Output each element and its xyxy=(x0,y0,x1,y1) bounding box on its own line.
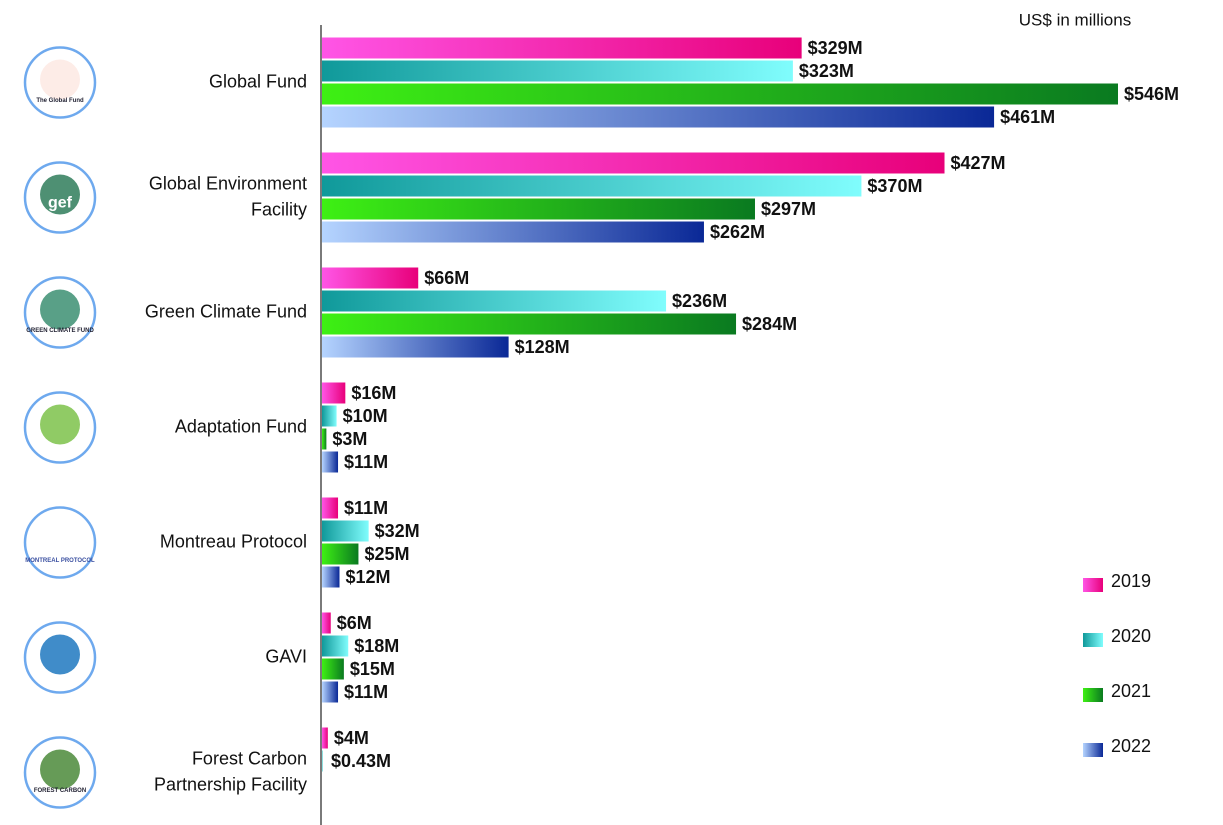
bar xyxy=(322,267,419,289)
legend-swatch xyxy=(1083,688,1103,702)
logo xyxy=(40,634,80,675)
value-label: $11M xyxy=(344,498,388,518)
subtitle: US$ in millions xyxy=(1019,10,1131,29)
logo-text: GREEN CLIMATE FUND xyxy=(26,328,94,334)
value-label: $427M xyxy=(951,153,1006,173)
bar xyxy=(322,152,945,174)
category-label: Forest Carbon Partnership Facility xyxy=(154,748,307,794)
bar xyxy=(322,497,339,519)
logo xyxy=(40,174,80,215)
value-label: $461M xyxy=(1000,107,1055,127)
bar xyxy=(322,520,369,542)
bar xyxy=(322,727,328,749)
bar xyxy=(322,635,349,657)
bar xyxy=(322,451,339,473)
value-label: $6M xyxy=(337,613,372,633)
value-label: $297M xyxy=(761,199,816,219)
legend-swatch xyxy=(1083,578,1103,592)
bar xyxy=(322,750,323,772)
value-label: $546M xyxy=(1124,84,1179,104)
bar xyxy=(322,37,802,59)
bar xyxy=(322,106,995,128)
value-label: $15M xyxy=(350,659,395,679)
value-label: $262M xyxy=(710,222,765,242)
bar xyxy=(322,658,344,680)
value-label: $4M xyxy=(334,728,369,748)
logo xyxy=(40,404,80,445)
bar xyxy=(322,566,340,588)
bar xyxy=(322,175,862,197)
category-label: Montreau Protocol xyxy=(160,531,307,551)
bar xyxy=(322,405,337,427)
value-label: $10M xyxy=(343,406,388,426)
legend-label: 2021 xyxy=(1111,681,1151,701)
category-label: Global Environment Facility xyxy=(149,173,307,219)
bar xyxy=(322,313,737,335)
legend-label: 2020 xyxy=(1111,626,1151,646)
logo-text: gef xyxy=(48,195,73,212)
legend-swatch xyxy=(1083,743,1103,757)
category-label: Green Climate Fund xyxy=(145,301,307,321)
value-label: $12M xyxy=(345,567,390,587)
logo-text: FOREST CARBON xyxy=(34,788,86,794)
value-label: $18M xyxy=(354,636,399,656)
legend-label: 2022 xyxy=(1111,736,1151,756)
bar xyxy=(322,221,704,243)
category-label: Adaptation Fund xyxy=(175,416,307,436)
legend-label: 2019 xyxy=(1111,571,1151,591)
logo xyxy=(40,749,80,790)
logo-text: The Global Fund xyxy=(36,98,84,104)
value-label: $66M xyxy=(424,268,469,288)
value-label: $284M xyxy=(742,314,797,334)
value-label: $236M xyxy=(672,291,727,311)
value-label: $16M xyxy=(351,383,396,403)
bar xyxy=(322,60,793,82)
value-label: $3M xyxy=(332,429,367,449)
value-label: $370M xyxy=(867,176,922,196)
value-label: $32M xyxy=(375,521,420,541)
value-label: $11M xyxy=(344,682,388,702)
bar xyxy=(322,198,755,220)
bar xyxy=(322,612,331,634)
value-label: $25M xyxy=(364,544,409,564)
bar xyxy=(322,543,359,565)
bar xyxy=(322,681,339,703)
bar xyxy=(322,290,667,312)
logo xyxy=(40,519,80,560)
bar xyxy=(322,336,509,358)
logo-text: MONTREAL PROTOCOL xyxy=(25,558,95,564)
logo xyxy=(40,289,80,330)
value-label: $323M xyxy=(799,61,854,81)
category-label: Global Fund xyxy=(209,71,307,91)
bar xyxy=(322,83,1118,105)
bar xyxy=(322,428,327,450)
value-label: $128M xyxy=(515,337,570,357)
value-label: $0.43M xyxy=(331,751,391,771)
legend-swatch xyxy=(1083,633,1103,647)
logo xyxy=(40,59,80,100)
value-label: $329M xyxy=(808,38,863,58)
bar xyxy=(322,382,346,404)
value-label: $11M xyxy=(344,452,388,472)
category-label: GAVI xyxy=(265,646,307,666)
